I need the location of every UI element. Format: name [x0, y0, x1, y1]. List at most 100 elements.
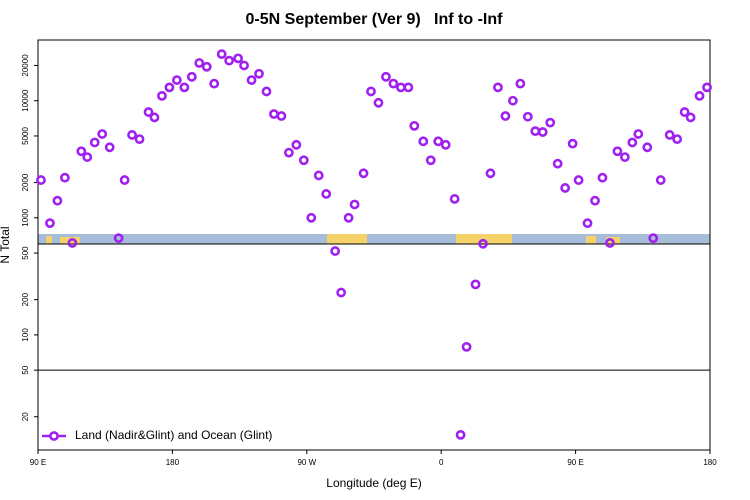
- data-point: [186, 71, 197, 82]
- data-point: [143, 107, 154, 117]
- data-point: [461, 341, 472, 352]
- y-tick-label: 1000: [21, 208, 30, 226]
- data-point: [373, 97, 384, 108]
- y-tick-label: 20: [21, 412, 30, 421]
- data-point: [627, 137, 638, 148]
- data-point: [52, 195, 63, 206]
- x-tick-label: 180: [166, 458, 180, 467]
- data-point: [157, 90, 167, 101]
- data-point: [149, 112, 160, 123]
- data-point: [224, 55, 235, 66]
- data-point: [358, 168, 369, 179]
- x-tick-label: 90 E: [30, 458, 46, 467]
- data-point: [440, 139, 451, 150]
- data-point: [59, 172, 70, 183]
- data-point: [470, 279, 481, 290]
- data-point: [67, 238, 78, 248]
- y-tick-label: 10000: [21, 89, 30, 112]
- legend-marker: [49, 431, 59, 441]
- data-point: [388, 78, 399, 89]
- data-point: [642, 142, 653, 153]
- data-point: [605, 238, 615, 248]
- data-point: [664, 130, 675, 140]
- data-point: [97, 129, 108, 139]
- data-point: [619, 152, 630, 162]
- data-point: [82, 152, 93, 162]
- y-tick-label: 50: [21, 365, 30, 374]
- data-point: [119, 175, 130, 185]
- data-point: [493, 82, 503, 93]
- data-point: [612, 146, 623, 157]
- data-point: [425, 155, 436, 166]
- data-point: [298, 155, 309, 166]
- y-tick-label: 5000: [21, 127, 30, 145]
- data-point: [433, 136, 444, 147]
- data-point: [269, 109, 279, 119]
- data-point: [478, 238, 488, 249]
- x-tick-label: 90 W: [297, 458, 316, 467]
- x-axis-label: Longitude (deg E): [326, 476, 421, 490]
- data-point: [648, 233, 659, 244]
- data-point: [366, 86, 376, 97]
- data-point: [216, 49, 227, 60]
- data-point: [633, 129, 644, 139]
- data-point: [76, 146, 87, 157]
- data-point: [409, 120, 420, 131]
- y-tick-label: 2000: [21, 173, 30, 191]
- data-point: [179, 82, 190, 93]
- data-point: [194, 58, 205, 68]
- data-point: [254, 68, 264, 79]
- data-point: [246, 75, 257, 85]
- data-point: [113, 233, 124, 244]
- data-point: [45, 218, 55, 229]
- data-point: [694, 90, 705, 101]
- y-tick-label: 100: [21, 328, 30, 342]
- x-tick-label: 0: [439, 458, 444, 467]
- data-point: [104, 142, 115, 153]
- data-point: [679, 107, 690, 117]
- data-point: [582, 218, 593, 229]
- data-point: [209, 78, 220, 89]
- data-point: [403, 82, 414, 93]
- data-point: [306, 212, 317, 223]
- data-point: [560, 183, 571, 193]
- data-point: [239, 60, 249, 71]
- data-point: [164, 82, 175, 93]
- data-point: [597, 172, 608, 183]
- data-point: [655, 175, 666, 185]
- data-point: [343, 212, 354, 223]
- data-point: [134, 134, 145, 145]
- data-point: [276, 111, 287, 121]
- data-point: [330, 246, 341, 256]
- y-axis-label: N Total: [0, 226, 12, 263]
- data-point: [127, 130, 137, 140]
- data-point: [515, 78, 526, 89]
- data-point: [89, 137, 100, 148]
- legend-label: Land (Nadir&Glint) and Ocean (Glint): [75, 428, 272, 442]
- y-tick-label: 20000: [21, 54, 30, 77]
- data-point: [336, 287, 347, 298]
- data-point: [418, 136, 429, 147]
- y-tick-label: 200: [21, 292, 30, 306]
- data-point: [455, 429, 466, 440]
- data-point: [36, 175, 46, 185]
- data-point: [702, 82, 712, 93]
- data-point: [507, 95, 518, 106]
- data-point: [672, 134, 683, 145]
- data-point: [201, 61, 212, 72]
- data-point: [171, 75, 182, 85]
- data-point: [395, 82, 406, 93]
- data-point: [485, 168, 496, 179]
- data-point: [552, 158, 563, 169]
- data-point: [567, 138, 578, 149]
- y-tick-label: 500: [21, 246, 30, 260]
- data-point: [685, 112, 696, 123]
- data-point: [590, 195, 600, 206]
- data-point: [261, 86, 272, 97]
- data-point: [449, 194, 460, 204]
- data-point: [545, 117, 556, 128]
- data-point: [321, 189, 332, 199]
- data-point: [573, 175, 584, 185]
- chart-title: 0-5N September (Ver 9) Inf to -Inf: [246, 11, 504, 28]
